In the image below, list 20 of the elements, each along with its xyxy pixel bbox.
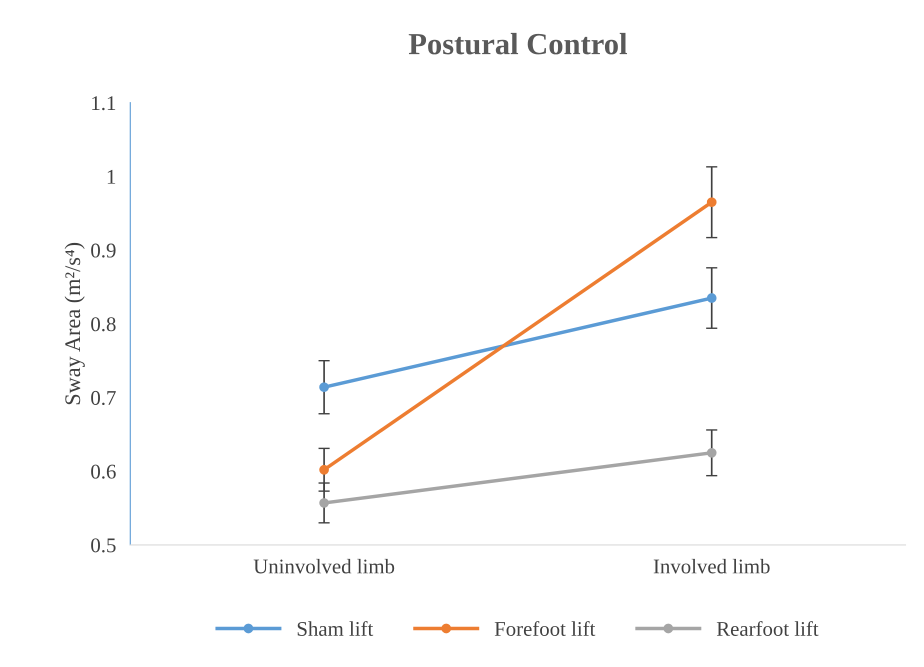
point: [706, 293, 717, 303]
y-tick-label: 0.8: [91, 317, 116, 332]
point: [319, 498, 329, 508]
y-tick-label: 1.1: [92, 96, 116, 110]
point: [319, 464, 329, 475]
legend-label: Rearfoot lift: [716, 621, 819, 636]
y-tick-label: 1: [108, 170, 116, 184]
y-axis-title: Sway Area (m²/s⁴): [64, 242, 85, 404]
legend-label: Forefoot lift: [494, 621, 596, 636]
chart-title: Postural Control: [408, 32, 628, 54]
y-tick-label: 0.5: [91, 538, 116, 552]
y-tick-label: 0.7: [91, 390, 116, 406]
x-tick-label: Involved limb: [654, 558, 770, 574]
x-tick-label: Uninvolved limb: [254, 558, 394, 574]
y-tick-label: 0.9: [91, 244, 116, 258]
point: [706, 197, 717, 208]
legend-label: Sham lift: [298, 621, 374, 636]
point: [706, 448, 717, 458]
point: [319, 382, 329, 392]
y-tick-label: 0.6: [91, 464, 116, 479]
